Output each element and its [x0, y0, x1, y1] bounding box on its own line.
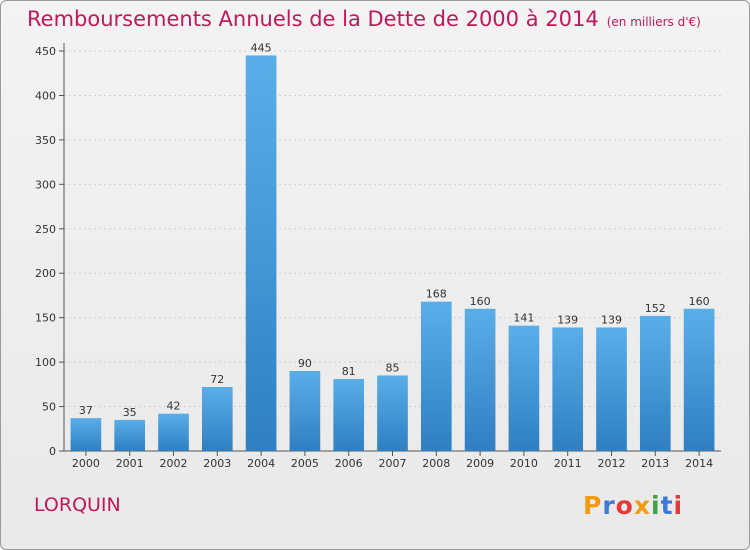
x-tick-label: 2004 — [247, 457, 275, 470]
y-tick-label: 400 — [35, 89, 56, 102]
bar-value-label: 81 — [342, 365, 356, 378]
logo-letter: P — [583, 491, 603, 520]
bar — [114, 419, 146, 451]
y-tick-label: 300 — [35, 178, 56, 191]
x-tick-label: 2006 — [335, 457, 363, 470]
y-tick-label: 450 — [35, 45, 56, 58]
x-tick-label: 2002 — [160, 457, 188, 470]
chart-title-text: Remboursements Annuels de la Dette de 20… — [27, 7, 599, 31]
y-tick-label: 50 — [42, 401, 56, 414]
x-tick-label: 2003 — [203, 457, 231, 470]
logo-letter: x — [633, 491, 651, 520]
logo-letter: i — [651, 491, 661, 520]
x-tick-label: 2001 — [116, 457, 144, 470]
bar — [201, 387, 233, 451]
x-tick-label: 2010 — [510, 457, 538, 470]
bar — [639, 315, 671, 451]
x-tick-label: 2012 — [598, 457, 626, 470]
bar-value-label: 160 — [470, 295, 491, 308]
labels: 0 50 100 150 200 250 300 350 400 450 37 2000 35 2001 4… — [35, 41, 713, 470]
bar-value-label: 139 — [557, 313, 578, 326]
bar — [70, 418, 102, 451]
bar-value-label: 72 — [210, 373, 224, 386]
bar — [552, 327, 584, 451]
y-tick-label: 200 — [35, 267, 56, 280]
x-tick-label: 2008 — [422, 457, 450, 470]
bar-value-label: 445 — [251, 41, 272, 54]
logo-letter: i — [673, 491, 684, 520]
y-tick-label: 150 — [35, 312, 56, 325]
bar-value-label: 160 — [689, 295, 710, 308]
x-tick-label: 2013 — [641, 457, 669, 470]
bar — [420, 301, 452, 451]
bar-value-label: 37 — [79, 404, 93, 417]
bar-value-label: 139 — [601, 313, 622, 326]
logo-letter: r — [602, 491, 616, 520]
bar-value-label: 141 — [513, 312, 534, 325]
bar — [508, 325, 540, 451]
logo-letter: o — [615, 491, 634, 520]
bar — [333, 379, 365, 451]
bar-value-label: 42 — [167, 400, 181, 413]
bar — [289, 371, 321, 451]
x-tick-label: 2007 — [379, 457, 407, 470]
bar-value-label: 85 — [386, 361, 400, 374]
bar — [683, 308, 715, 451]
logo-letter: t — [660, 491, 674, 520]
x-tick-label: 2005 — [291, 457, 319, 470]
chart-title: Remboursements Annuels de la Dette de 20… — [27, 7, 701, 31]
bar-value-label: 90 — [298, 357, 312, 370]
bar-value-label: 168 — [426, 288, 447, 301]
bar — [464, 308, 496, 451]
bar-value-label: 152 — [645, 302, 666, 315]
y-tick-label: 100 — [35, 356, 56, 369]
y-tick-label: 0 — [49, 445, 56, 458]
proxiti-logo: Proxiti — [583, 491, 683, 520]
bar — [158, 413, 189, 451]
x-tick-label: 2011 — [554, 457, 582, 470]
x-tick-label: 2000 — [72, 457, 100, 470]
bar — [377, 375, 408, 451]
commune-name: LORQUIN — [34, 494, 121, 516]
chart-subtitle: (en milliers d'€) — [606, 15, 701, 29]
bar-value-label: 35 — [123, 406, 137, 419]
y-tick-label: 350 — [35, 134, 56, 147]
x-tick-label: 2009 — [466, 457, 494, 470]
y-tick-label: 250 — [35, 223, 56, 236]
bars — [70, 55, 715, 451]
x-tick-label: 2014 — [685, 457, 713, 470]
bar — [596, 327, 627, 451]
bar — [245, 55, 277, 451]
